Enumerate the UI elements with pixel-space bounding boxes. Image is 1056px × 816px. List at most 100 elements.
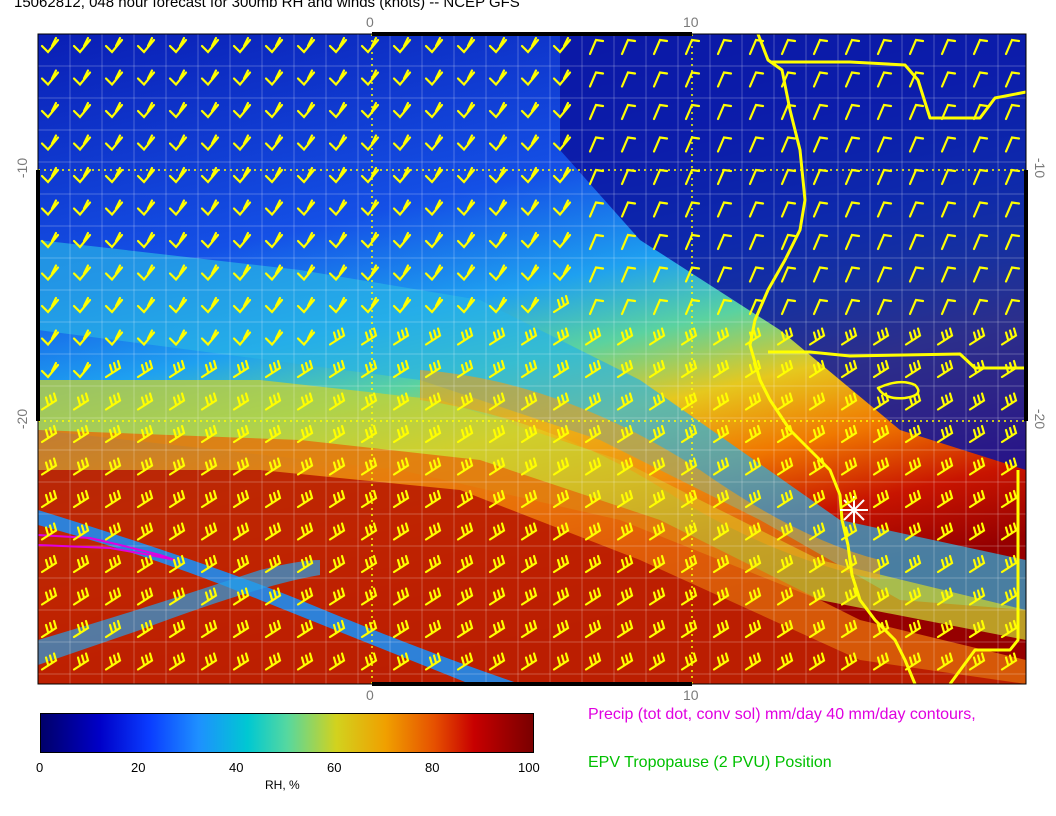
- wind-barb: [40, 587, 58, 606]
- wind-barb: [776, 522, 794, 541]
- wind-barb: [232, 457, 250, 476]
- wind-barb: [424, 457, 442, 476]
- wind-barb: [424, 199, 444, 217]
- wind-barb: [584, 522, 602, 541]
- wind-barb: [360, 264, 380, 282]
- wind-barb: [1004, 38, 1021, 56]
- wind-barb: [40, 489, 58, 509]
- wind-barb: [488, 327, 506, 346]
- wind-barb: [716, 266, 733, 283]
- wind-barb: [748, 103, 765, 121]
- wind-barb: [40, 101, 60, 119]
- wind-barb: [936, 392, 954, 411]
- wind-barb: [72, 231, 92, 249]
- wind-barb: [936, 522, 954, 541]
- wind-barb: [264, 264, 284, 282]
- wind-barb: [104, 587, 122, 606]
- wind-barb: [748, 201, 765, 218]
- wind-barb: [104, 329, 124, 347]
- wind-barb: [972, 266, 989, 283]
- wind-barb: [680, 489, 698, 509]
- wind-barb: [776, 587, 794, 606]
- wind-barb: [328, 327, 346, 346]
- wind-barb: [620, 201, 637, 218]
- wind-barb: [716, 298, 733, 316]
- wind-barb: [104, 652, 122, 671]
- wind-barb: [520, 554, 538, 574]
- wind-barb: [940, 103, 957, 121]
- wind-barb: [1004, 266, 1021, 283]
- wind-barb: [972, 103, 989, 121]
- wind-barb: [1004, 103, 1021, 121]
- wind-barb: [588, 103, 605, 121]
- wind-barb: [908, 38, 925, 56]
- wind-barb: [424, 554, 442, 574]
- wind-barb: [620, 233, 637, 251]
- wind-barb: [168, 489, 186, 509]
- wind-barb: [264, 329, 284, 347]
- wind-barb: [616, 554, 634, 574]
- wind-barb: [200, 199, 220, 217]
- wind-barb: [520, 101, 540, 119]
- wind-barb: [136, 392, 154, 411]
- wind-barb: [808, 392, 826, 411]
- wind-barb: [972, 71, 989, 88]
- wind-barb: [72, 619, 90, 639]
- wind-barb: [392, 457, 410, 476]
- wind-barb: [712, 392, 730, 411]
- precip-legend: Precip (tot dot, conv sol) mm/day 40 mm/…: [588, 706, 976, 723]
- wind-barb: [616, 457, 634, 476]
- wind-barb: [552, 619, 570, 639]
- wind-barb: [936, 489, 954, 509]
- wind-barb: [360, 587, 378, 606]
- wind-barb: [264, 457, 282, 476]
- wind-barb: [680, 619, 698, 639]
- wind-barb: [456, 327, 474, 346]
- wind-barb: [424, 231, 444, 249]
- wind-barb: [808, 522, 826, 541]
- wind-barb: [296, 296, 316, 314]
- wind-barb: [520, 199, 540, 217]
- wind-barb: [40, 522, 58, 541]
- wind-barb: [584, 457, 602, 476]
- wind-barb: [392, 554, 410, 574]
- wind-barb: [200, 587, 218, 606]
- wind-barb: [840, 359, 858, 379]
- wind-barb: [456, 522, 474, 541]
- top-tick-0: 0: [366, 14, 374, 30]
- wind-barb: [972, 38, 989, 56]
- wind-barb: [232, 101, 252, 119]
- wind-barb: [136, 359, 154, 379]
- wind-barb: [40, 361, 60, 379]
- wind-barb: [652, 38, 669, 56]
- wind-barb: [488, 392, 506, 411]
- wind-barb: [328, 457, 346, 476]
- wind-barb: [904, 554, 922, 574]
- wind-barb: [520, 652, 538, 671]
- epv-legend: EPV Tropopause (2 PVU) Position: [588, 754, 832, 771]
- wind-barb: [72, 554, 90, 574]
- wind-barb: [232, 489, 250, 509]
- wind-barb: [200, 392, 218, 411]
- wind-barb: [264, 554, 282, 574]
- wind-barb: [588, 136, 605, 153]
- wind-barb: [812, 71, 829, 88]
- wind-barb: [520, 424, 538, 444]
- axis-ticks: [36, 32, 1028, 686]
- wind-barb: [876, 201, 893, 218]
- wind-barb: [232, 134, 252, 152]
- wind-barb: [200, 166, 220, 184]
- wind-barb: [104, 166, 124, 184]
- wind-barb: [40, 166, 60, 184]
- wind-barb: [904, 424, 922, 444]
- wind-barb: [968, 392, 986, 411]
- wind-barb: [72, 329, 92, 347]
- wind-barb: [940, 266, 957, 283]
- wind-barb: [684, 136, 701, 153]
- wind-barb: [360, 652, 378, 671]
- rh-field: [38, 34, 1026, 684]
- wind-barb: [652, 103, 669, 121]
- wind-barb: [844, 201, 861, 218]
- wind-barb: [716, 71, 733, 88]
- wind-barb: [488, 522, 506, 541]
